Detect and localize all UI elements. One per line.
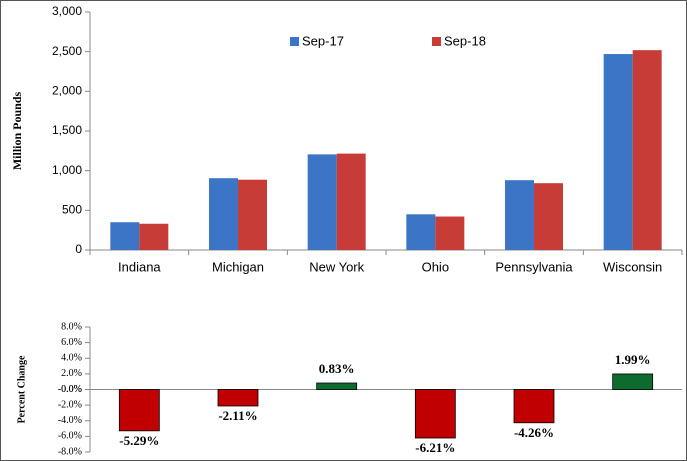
bar — [612, 373, 654, 390]
bar — [139, 223, 169, 250]
bar — [110, 222, 140, 250]
bar — [217, 389, 259, 407]
y-tick-label: 0.0% — [61, 384, 82, 395]
legend-swatch — [432, 37, 441, 46]
bar — [209, 178, 238, 250]
value-label: 1.99% — [615, 352, 651, 367]
bar — [118, 389, 160, 432]
legend-label: Sep-17 — [302, 33, 344, 48]
bar — [603, 54, 633, 251]
bar — [513, 389, 555, 424]
value-label: -5.29% — [119, 433, 159, 448]
y-tick-label: -8.0% — [58, 446, 82, 457]
y-tick-label: 2.0% — [61, 368, 82, 379]
bar — [406, 214, 436, 250]
bar — [632, 50, 662, 250]
y-tick-label: -2.0% — [58, 399, 82, 410]
x-tick-label: Pennsylvania — [495, 259, 573, 274]
y-tick-label: 8.0% — [61, 321, 82, 332]
y-tick-label: 4.0% — [61, 353, 82, 364]
y-tick-label: 2,500 — [52, 44, 82, 58]
y-tick-label: 1,000 — [52, 163, 82, 177]
y-tick-label: -4.0% — [58, 415, 82, 426]
bar — [534, 183, 563, 250]
value-label: -2.11% — [218, 408, 257, 423]
value-label: -4.26% — [514, 425, 554, 440]
x-tick-label: Wisconsin — [603, 259, 662, 274]
y-tick-label: 3,000 — [52, 4, 82, 18]
y-tick-label: 2,000 — [52, 84, 82, 98]
y-tick-label: 6.0% — [61, 337, 82, 348]
y-axis-label: Million Pounds — [10, 91, 24, 170]
y-tick-label: 500 — [62, 203, 82, 217]
value-label: 0.83% — [319, 361, 355, 376]
bar — [435, 216, 465, 250]
y-axis-label: Percent Change — [16, 355, 27, 423]
bar — [316, 382, 358, 390]
value-label: -6.21% — [415, 440, 455, 455]
y-tick-label: 0 — [75, 242, 82, 256]
legend-swatch — [290, 37, 299, 46]
y-tick-label: 1,500 — [52, 123, 82, 137]
bar — [238, 179, 267, 250]
y-tick-label: -6.0% — [58, 431, 82, 442]
x-tick-label: Indiana — [118, 259, 161, 274]
bar — [414, 389, 456, 439]
y-tick-label: -0.0% — [58, 384, 82, 395]
bar — [505, 180, 534, 250]
x-tick-label: Ohio — [422, 259, 449, 274]
bar — [307, 154, 337, 250]
bar — [336, 153, 366, 250]
x-tick-label: Michigan — [212, 259, 264, 274]
legend-label: Sep-18 — [444, 33, 486, 48]
x-tick-label: New York — [309, 259, 364, 274]
